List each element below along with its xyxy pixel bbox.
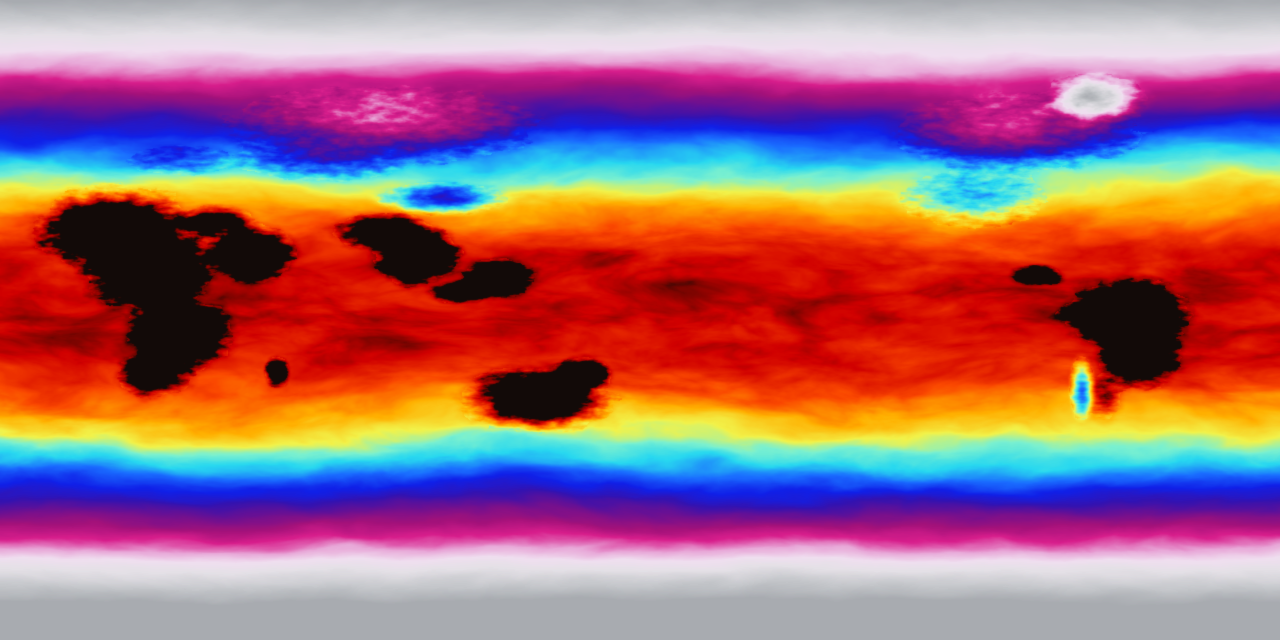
temperature-heatmap-canvas — [0, 0, 1280, 640]
global-temperature-map — [0, 0, 1280, 640]
